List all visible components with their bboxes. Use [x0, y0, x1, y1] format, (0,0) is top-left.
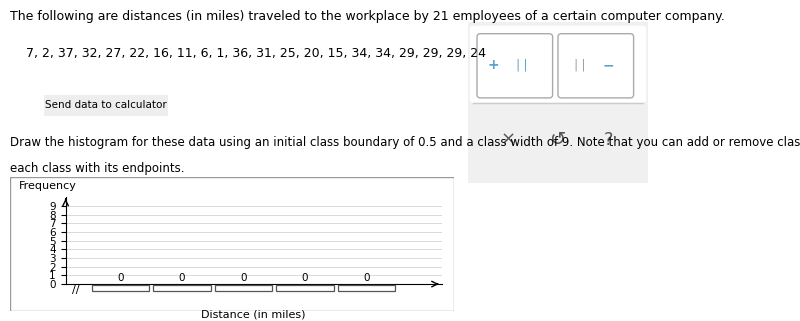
Bar — [338, 284, 395, 291]
Text: 0: 0 — [178, 273, 185, 283]
Text: | |: | | — [574, 58, 586, 72]
Text: 7, 2, 37, 32, 27, 22, 16, 11, 6, 1, 36, 31, 25, 20, 15, 34, 34, 29, 29, 29, 24: 7, 2, 37, 32, 27, 22, 16, 11, 6, 1, 36, … — [10, 47, 486, 59]
Text: | |: | | — [516, 58, 528, 72]
FancyBboxPatch shape — [470, 26, 646, 103]
Text: +: + — [487, 58, 499, 72]
Text: 0: 0 — [117, 273, 123, 283]
Text: Frequency: Frequency — [19, 181, 77, 191]
Text: Draw the histogram for these data using an initial class boundary of 0.5 and a c: Draw the histogram for these data using … — [10, 136, 800, 149]
Bar — [153, 284, 210, 291]
FancyBboxPatch shape — [461, 16, 655, 189]
FancyBboxPatch shape — [34, 93, 178, 117]
Text: 0: 0 — [363, 273, 370, 283]
Text: ?: ? — [604, 131, 613, 149]
FancyBboxPatch shape — [10, 177, 454, 311]
Text: ×: × — [500, 131, 515, 149]
Text: 0: 0 — [240, 273, 246, 283]
Text: ↺: ↺ — [550, 130, 566, 149]
FancyBboxPatch shape — [477, 34, 553, 98]
Text: //: // — [72, 284, 80, 295]
Text: The following are distances (in miles) traveled to the workplace by 21 employees: The following are distances (in miles) t… — [10, 10, 725, 22]
Text: Send data to calculator: Send data to calculator — [45, 100, 167, 110]
Bar — [276, 284, 334, 291]
Text: 0: 0 — [302, 273, 308, 283]
Bar — [91, 284, 149, 291]
X-axis label: Distance (in miles): Distance (in miles) — [202, 309, 306, 319]
Text: −: − — [602, 58, 614, 72]
Text: each class with its endpoints.: each class with its endpoints. — [10, 162, 185, 175]
Bar — [214, 284, 272, 291]
FancyBboxPatch shape — [558, 34, 634, 98]
